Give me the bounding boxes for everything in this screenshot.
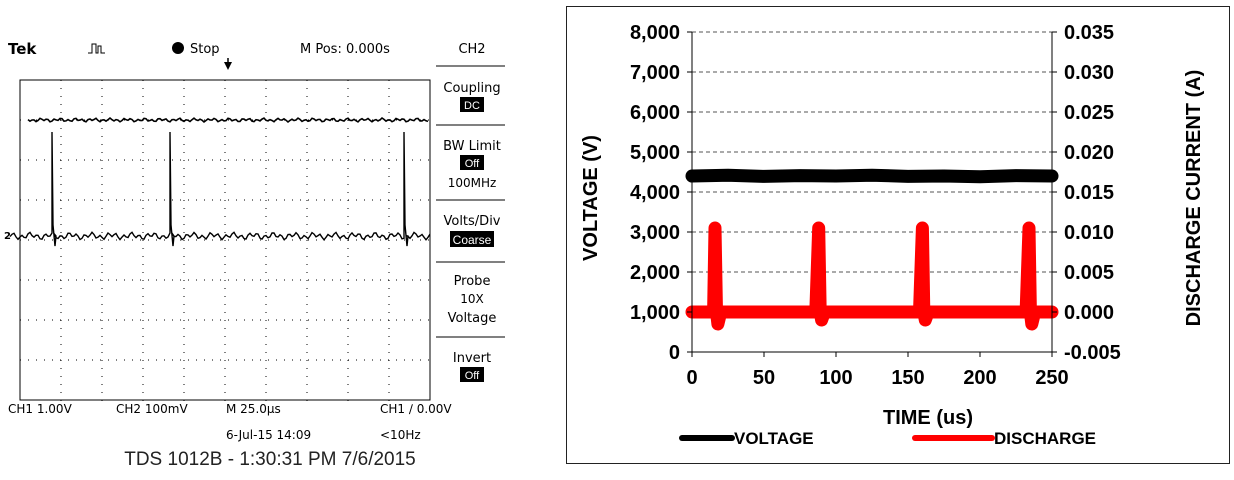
- menu-title: CH2: [458, 42, 485, 57]
- menu-volts-value: Coarse: [453, 233, 492, 247]
- y-tick-label: 5,000: [630, 142, 680, 164]
- menu-coupling[interactable]: Coupling DC: [443, 81, 501, 112]
- y-tick-label: 3,000: [630, 222, 680, 244]
- y2-tick-label: 0.025: [1064, 102, 1114, 124]
- scope-graticule: [19, 79, 431, 401]
- x-tick-label: 0: [686, 367, 697, 389]
- ch1-trace: [27, 116, 429, 124]
- series-line-voltage: [685, 168, 1059, 184]
- menu-probe-sub: Voltage: [448, 311, 497, 326]
- y2-tick-label: 0.030: [1064, 62, 1114, 84]
- scope-brand: Tek: [8, 40, 37, 58]
- ch1-scale: CH1 1.00V: [8, 402, 73, 416]
- run-state-icon: [172, 42, 184, 54]
- y2-axis-label: DISCHARGE CURRENT (A): [1183, 70, 1205, 327]
- series-layer: [685, 168, 1059, 331]
- y2-tick-label: 0.000: [1064, 302, 1114, 324]
- menu-bw-sub: 100MHz: [448, 176, 497, 190]
- y-tick-label: 4,000: [630, 182, 680, 204]
- y2-tick-label: 0.020: [1064, 142, 1114, 164]
- y-tick-label: 8,000: [630, 22, 680, 44]
- trigger-position-icon: [224, 62, 232, 70]
- ch2-trace: [9, 131, 431, 247]
- ch2-scale: CH2 100mV: [116, 402, 188, 416]
- tick-labels: 0 1,000 2,000 3,000 4,000 5,000 6,000 7,000 8,00…: [630, 22, 1121, 389]
- y-axis-label: VOLTAGE (V): [580, 135, 602, 261]
- legend-label-discharge: DISCHARGE: [994, 429, 1096, 448]
- menu-probe-value: 10X: [460, 292, 484, 306]
- legend-label-voltage: VOLTAGE: [734, 429, 814, 448]
- menu-bw-label: BW Limit: [443, 139, 501, 154]
- dual-axis-chart: 0 1,000 2,000 3,000 4,000 5,000 6,000 7,000 8,00…: [580, 22, 1205, 448]
- menu-invert[interactable]: Invert Off: [453, 351, 491, 382]
- menu-probe-label: Probe: [454, 274, 491, 289]
- axes-layer: [687, 31, 1057, 357]
- scope-datetime: 6-Jul-15 14:09: [226, 428, 311, 442]
- menu-invert-value: Off: [465, 370, 480, 382]
- run-state: Stop: [190, 42, 220, 57]
- menu-coupling-value: DC: [464, 100, 480, 112]
- y-tick-label: 1,000: [630, 302, 680, 324]
- menu-volts-div[interactable]: Volts/Div Coarse: [443, 214, 501, 247]
- x-tick-label: 100: [819, 367, 852, 389]
- trigger-setting: CH1 ∕ 0.00V: [380, 402, 452, 416]
- x-tick-label: 250: [1035, 367, 1068, 389]
- menu-coupling-label: Coupling: [443, 81, 500, 96]
- m-pos: M Pos: 0.000s: [300, 42, 390, 57]
- x-axis-label: TIME (us): [883, 407, 973, 429]
- y-tick-label: 2,000: [630, 262, 680, 284]
- acquisition-icon: [88, 43, 105, 54]
- menu-probe[interactable]: Probe 10X Voltage: [448, 274, 497, 326]
- y2-tick-label: 0.015: [1064, 182, 1114, 204]
- ch2-marker: 2: [4, 231, 11, 242]
- menu-invert-label: Invert: [453, 351, 491, 366]
- y-tick-label: 6,000: [630, 102, 680, 124]
- timebase: M 25.0µs: [226, 402, 281, 416]
- menu-bw-limit[interactable]: BW Limit Off 100MHz: [443, 139, 501, 190]
- y2-tick-label: -0.005: [1064, 342, 1121, 364]
- series-line-discharge: [685, 221, 1059, 331]
- x-tick-label: 150: [891, 367, 924, 389]
- y-tick-label: 0: [669, 342, 680, 364]
- scope-caption: TDS 1012B - 1:30:31 PM 7/6/2015: [124, 449, 416, 470]
- y-tick-label: 7,000: [630, 62, 680, 84]
- chart-panel: 0 1,000 2,000 3,000 4,000 5,000 6,000 7,000 8,00…: [566, 6, 1230, 464]
- menu-volts-label: Volts/Div: [443, 214, 500, 229]
- trigger-frequency: <10Hz: [380, 428, 421, 442]
- menu-bw-value: Off: [465, 158, 480, 170]
- x-tick-label: 50: [753, 367, 775, 389]
- y2-tick-label: 0.035: [1064, 22, 1114, 44]
- y2-tick-label: 0.010: [1064, 222, 1114, 244]
- oscilloscope-display: Tek Stop M Pos: 0.000s 2 CH2 Coupling DC…: [4, 40, 505, 442]
- oscilloscope-screenshot: Tek Stop M Pos: 0.000s 2 CH2 Coupling DC…: [0, 0, 540, 480]
- y2-tick-label: 0.005: [1064, 262, 1114, 284]
- x-tick-label: 200: [963, 367, 996, 389]
- legend: VOLTAGE DISCHARGE: [679, 429, 1096, 448]
